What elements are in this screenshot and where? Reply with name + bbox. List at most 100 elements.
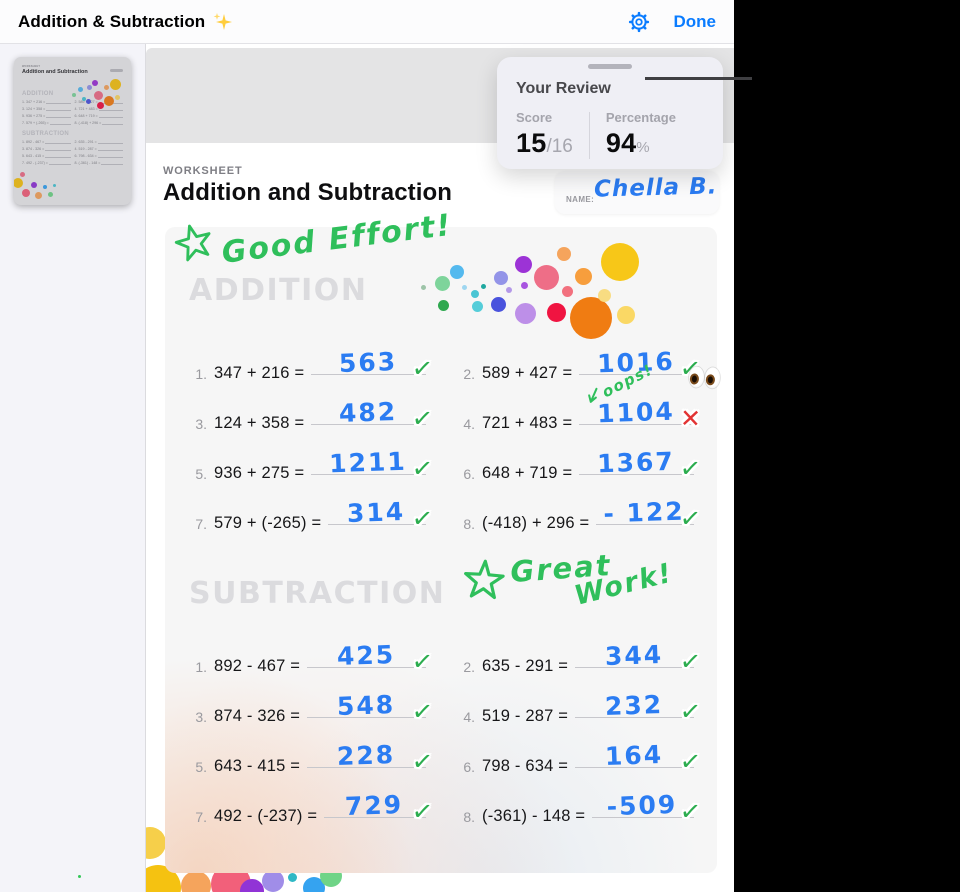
problem-expression: 643 - 415 = [214, 756, 301, 775]
decor-dot [82, 97, 86, 101]
sparkles-icon [212, 12, 233, 32]
handwritten-answer: 1104 [596, 396, 676, 429]
correct-checkmark-icon: ✓ [678, 645, 703, 678]
handwritten-answer: -509 [606, 789, 679, 822]
problem-expression: 519 - 287 = [482, 706, 569, 725]
worksheet-kicker: WORKSHEET [163, 165, 243, 177]
answer-line [575, 717, 694, 718]
handwritten-answer: 425 [336, 639, 396, 672]
correct-checkmark-icon: ✓ [678, 452, 703, 485]
thumb-problem-row: 2. 635 - 291 = [75, 140, 123, 144]
answer-zone[interactable]: 314 ✓ [321, 489, 435, 534]
decor-dot [437, 299, 449, 311]
page-thumbnail-content: WORKSHEET Addition and Subtraction ADDIT… [14, 57, 131, 205]
correct-checkmark-icon: ✓ [678, 502, 703, 535]
oops-arrow-icon [583, 385, 606, 409]
thumb-problem-row: 7. 492 - (-237) = [22, 161, 71, 165]
thumb-name-field [110, 69, 123, 72]
problem-number: 2. [463, 658, 475, 675]
answer-zone[interactable]: 164 ✓ [568, 732, 703, 777]
thumb-problem-row: 7. 579 + (-265) = [22, 121, 71, 125]
problem-row: 8. (-361) - 148 = -509 ✓ [455, 782, 703, 832]
page-thumbnail[interactable]: WORKSHEET Addition and Subtraction ADDIT… [14, 57, 131, 205]
decor-dot [93, 90, 103, 100]
decor-dot [570, 297, 612, 339]
answer-zone[interactable]: 425 ✓ [300, 632, 435, 677]
drag-handle[interactable] [588, 64, 632, 69]
stats-divider [588, 112, 590, 159]
score-value: 15 [516, 128, 547, 158]
answer-zone[interactable]: -509 ✓ [585, 782, 703, 827]
handwritten-answer: 1211 [328, 446, 408, 479]
decor-dot [514, 302, 536, 324]
answer-zone[interactable]: 1211 ✓ [304, 439, 435, 484]
correct-checkmark-icon: ✓ [410, 745, 435, 778]
worksheet-page[interactable]: Good Effort! ADDITION 1. 347 + 216 = 563 ✓ 2… [165, 208, 721, 873]
answer-zone[interactable]: 344 ✓ [568, 632, 703, 677]
answer-zone[interactable]: 228 ✓ [300, 732, 435, 777]
problem-number: 5. [195, 465, 207, 482]
problem-number: 7. [195, 808, 207, 825]
thumb-problem-row: 5. 643 - 415 = [22, 154, 71, 158]
thumb-problem-row: 8. (-418) + 296 = [75, 121, 123, 125]
answer-line [328, 524, 426, 525]
decor-dot [480, 283, 486, 289]
addition-problems: 1. 347 + 216 = 563 ✓ 2. 589 + 427 =1016✓ 3. 124… [187, 339, 703, 539]
problem-expression: 124 + 358 = [214, 413, 305, 432]
problem-number: 2. [463, 365, 475, 382]
answer-zone[interactable]: - 122 ✓ [589, 489, 703, 534]
review-popover: Your Review Score 15 /16 Percentage 94 % [497, 57, 723, 169]
thumb-problem-row: 6. 798 - 634 = [75, 154, 123, 158]
problem-number: 7. [195, 515, 207, 532]
main-canvas: WORKSHEET Addition and Subtraction NAME:… [146, 44, 734, 892]
star-doodle-icon [461, 557, 506, 611]
answer-zone[interactable]: 548 ✓ [300, 682, 435, 727]
name-field[interactable]: NAME: Chella B. [555, 171, 719, 214]
answer-zone[interactable]: 482 ✓ [304, 389, 435, 434]
answer-zone[interactable]: 232 ✓ [568, 682, 703, 727]
decor-dot [494, 271, 508, 285]
decor-dot [92, 80, 98, 86]
decor-dot [22, 189, 30, 197]
problem-expression: 589 + 427 = [482, 363, 573, 382]
thumb-problem-row: 1. 892 - 467 = [22, 140, 71, 144]
problem-row: 7. 579 + (-265) = 314 ✓ [187, 489, 435, 539]
answer-line [592, 817, 694, 818]
answer-line [307, 767, 426, 768]
correct-checkmark-icon: ✓ [410, 452, 435, 485]
answer-zone[interactable]: 729 ✓ [317, 782, 435, 827]
correct-checkmark-icon: ✓ [410, 795, 435, 828]
answer-zone[interactable]: 563 ✓ [304, 339, 435, 384]
problem-expression: (-361) - 148 = [482, 806, 586, 825]
name-label: NAME: [566, 195, 595, 204]
correct-checkmark-icon: ✓ [410, 502, 435, 535]
decor-dot [514, 255, 532, 273]
problem-row: 7. 492 - (-237) = 729 ✓ [187, 782, 435, 832]
good-effort-text: Good Effort! [219, 207, 455, 271]
oops-annotation: oops! [583, 360, 656, 410]
thumb-problem-row: 8. (-361) - 148 = [75, 161, 123, 165]
decor-dot [471, 290, 479, 298]
answer-zone[interactable]: 1104 ✕ [572, 389, 701, 433]
callout-line [645, 77, 752, 80]
problem-expression: 874 - 326 = [214, 706, 301, 725]
decor-dot [47, 191, 53, 197]
correct-checkmark-icon: ✓ [410, 645, 435, 678]
decor-dot [103, 84, 109, 90]
decor-dot [561, 285, 573, 297]
problem-number: 8. [463, 808, 475, 825]
answer-zone[interactable]: 1016✓ [572, 339, 703, 384]
answer-zone[interactable]: 1367 ✓ [572, 439, 703, 484]
decor-dot [77, 86, 83, 92]
problem-row: 6. 648 + 719 = 1367 ✓ [455, 439, 703, 489]
problem-number: 4. [463, 708, 475, 725]
star-doodle-icon [174, 222, 214, 268]
settings-gear-icon[interactable] [628, 11, 650, 33]
answer-line [579, 474, 694, 475]
decor-dot [104, 96, 114, 106]
thumb-problem-row: 6. 648 + 719 = [75, 114, 123, 118]
correct-checkmark-icon: ✓ [410, 695, 435, 728]
decor-dot [240, 879, 264, 892]
correct-checkmark-icon: ✓ [678, 695, 703, 728]
done-button[interactable]: Done [673, 11, 717, 31]
